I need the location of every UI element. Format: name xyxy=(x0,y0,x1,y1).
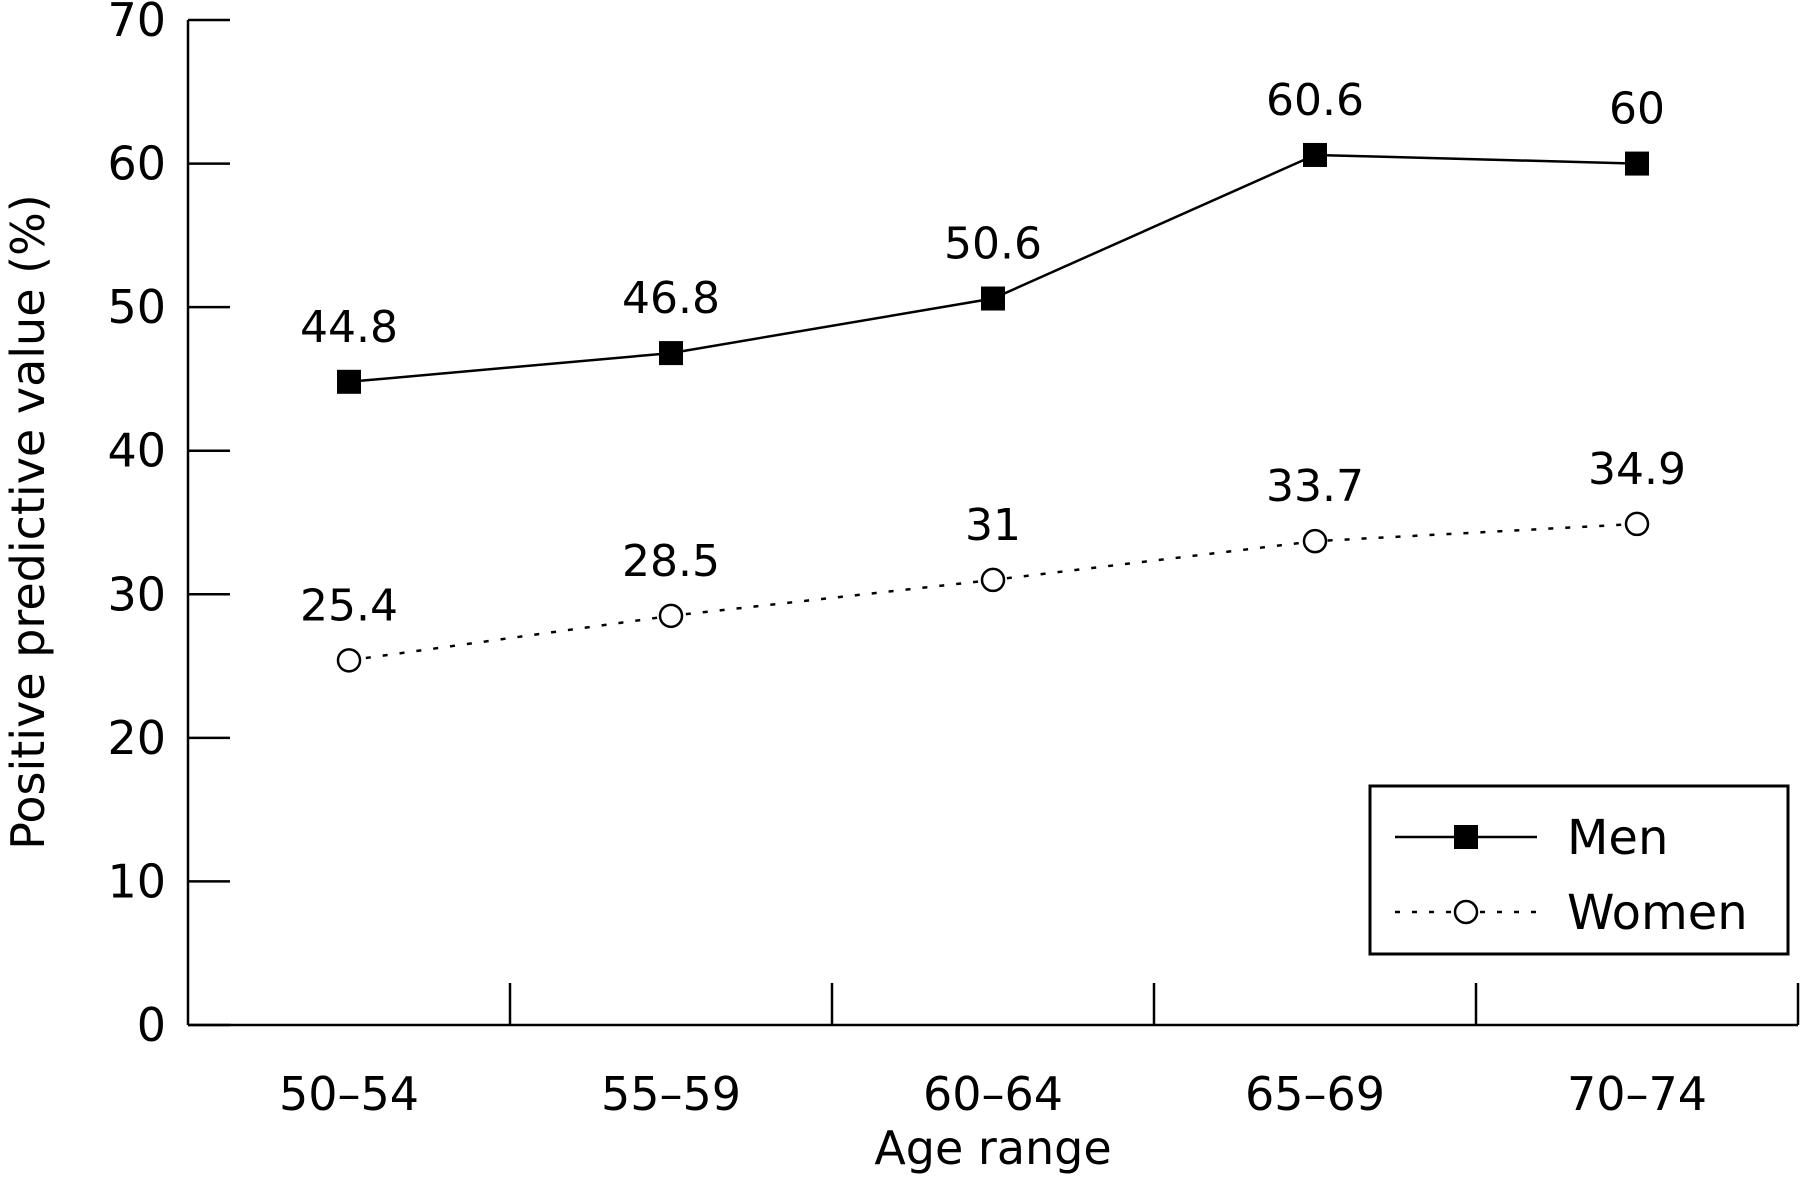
data-point-women xyxy=(1302,528,1328,554)
y-tick-label: 0 xyxy=(137,998,166,1052)
y-axis-title: Positive predictive value (%) xyxy=(1,194,55,849)
y-tick-label: 20 xyxy=(107,711,166,765)
data-label-men: 60.6 xyxy=(1266,75,1364,126)
data-label-men: 50.6 xyxy=(944,219,1042,270)
data-label-men: 44.8 xyxy=(300,302,398,353)
data-label-women: 33.7 xyxy=(1266,461,1364,512)
axes xyxy=(186,20,1798,1027)
y-tick-label: 40 xyxy=(107,424,166,478)
legend-women-marker xyxy=(1453,899,1479,925)
y-tick-label: 10 xyxy=(107,854,166,908)
x-axis-title: Age range xyxy=(874,1121,1111,1175)
y-tick-label: 70 xyxy=(107,0,166,47)
legend-women-label: Women xyxy=(1567,885,1748,941)
data-point-women xyxy=(1624,511,1650,537)
legend-men-marker xyxy=(1454,825,1478,849)
data-label-women: 28.5 xyxy=(622,536,720,587)
data-label-men: 46.8 xyxy=(622,273,720,324)
y-tick-label: 60 xyxy=(107,137,166,191)
y-ticks: 0 10 20 30 40 50 60 70 xyxy=(107,0,230,1052)
data-label-women: 34.9 xyxy=(1588,444,1686,495)
series-layer: 44.8 46.8 50.6 60.6 60 25.4 28.5 31 33.7 34.9 xyxy=(300,75,1686,673)
data-label-women: 25.4 xyxy=(300,580,398,631)
data-point-women xyxy=(336,648,362,673)
data-point-women xyxy=(658,603,684,629)
legend: Men Women xyxy=(1368,784,1790,956)
data-point-women xyxy=(980,567,1006,593)
x-tick-label: 70–74 xyxy=(1567,1067,1707,1121)
x-tick-label: 60–64 xyxy=(923,1067,1063,1121)
y-tick-label: 50 xyxy=(107,280,166,334)
data-point-men xyxy=(1625,151,1649,176)
data-point-men xyxy=(337,369,361,394)
legend-box xyxy=(1368,784,1790,956)
data-point-men xyxy=(981,286,1005,311)
data-point-men xyxy=(659,341,683,366)
x-tick-label: 50–54 xyxy=(279,1067,419,1121)
x-tick-label: 65–69 xyxy=(1245,1067,1385,1121)
x-tick-label: 55–59 xyxy=(601,1067,741,1121)
legend-men-label: Men xyxy=(1567,810,1668,866)
x-ticks: 50–54 55–59 60–64 65–69 70–74 xyxy=(279,983,1800,1121)
y-tick-label: 30 xyxy=(107,567,166,621)
data-point-men xyxy=(1303,142,1327,167)
data-label-men: 60 xyxy=(1609,84,1665,135)
data-label-women: 31 xyxy=(965,500,1021,551)
